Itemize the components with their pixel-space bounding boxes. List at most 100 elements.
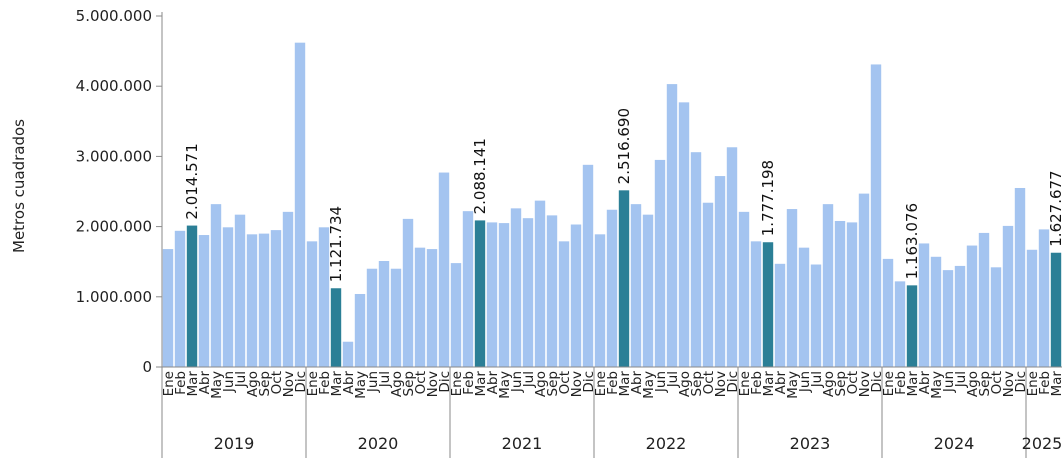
x-tick-label: Sep: [977, 371, 993, 396]
x-tick-label: Oct: [269, 371, 285, 394]
x-tick-label: Ago: [965, 371, 981, 397]
x-tick-label: Dic: [293, 371, 309, 393]
year-label: 2021: [502, 434, 543, 453]
bar: [654, 159, 666, 367]
bar: [1038, 229, 1050, 367]
x-tick-label: Jun: [941, 371, 957, 393]
x-tick-label: Mar: [473, 371, 489, 397]
bar: [786, 209, 798, 367]
x-tick-label: Nov: [713, 371, 729, 397]
x-tick-label: Ene: [449, 371, 465, 396]
x-tick-label: Feb: [605, 371, 621, 395]
bar: [774, 263, 786, 367]
bar: [510, 208, 522, 367]
x-tick-label: Mar: [761, 371, 777, 397]
x-tick-label: Abr: [917, 371, 933, 395]
bar: [222, 227, 234, 367]
bar: [582, 164, 594, 367]
x-tick-label: Jun: [365, 371, 381, 393]
x-tick-label: Jun: [509, 371, 525, 393]
x-tick-label: Sep: [257, 371, 273, 396]
bar: [690, 152, 702, 367]
bar: [642, 214, 654, 367]
x-tick-label: Sep: [689, 371, 705, 396]
bar-highlighted: [1050, 252, 1062, 367]
bar: [942, 270, 954, 367]
bar: [714, 176, 726, 367]
y-tick-label: 0: [142, 358, 152, 376]
x-tick-label: Oct: [989, 371, 1005, 394]
x-tick-label: Ago: [821, 371, 837, 397]
x-tick-label: Mar: [329, 371, 345, 397]
bar-highlighted: [474, 220, 486, 367]
bar: [198, 235, 210, 367]
bar: [546, 215, 558, 367]
bar-highlighted: [330, 288, 342, 367]
bar-highlighted: [618, 190, 630, 367]
x-tick-label: Jun: [797, 371, 813, 393]
x-tick-label: Feb: [893, 371, 909, 395]
x-tick-label: Abr: [197, 371, 213, 395]
data-label: 2.516.690: [615, 108, 633, 184]
bar: [438, 172, 450, 367]
bar: [174, 230, 186, 367]
x-tick-label: May: [641, 371, 657, 399]
y-tick-label: 1.000.000: [76, 288, 152, 306]
x-tick-label: Ago: [677, 371, 693, 397]
x-tick-label: Ene: [593, 371, 609, 396]
data-label: 1.627.677: [1047, 170, 1064, 246]
x-tick-label: Ene: [1025, 371, 1041, 396]
x-tick-label: Oct: [413, 371, 429, 394]
bar: [918, 243, 930, 367]
bar: [306, 241, 318, 367]
bar: [678, 102, 690, 367]
x-tick-label: Jul: [233, 371, 249, 388]
y-tick-label: 2.000.000: [76, 218, 152, 236]
bar: [318, 227, 330, 367]
x-tick-label: Sep: [545, 371, 561, 396]
bar: [558, 241, 570, 367]
y-tick-label: 5.000.000: [76, 7, 152, 25]
bar: [822, 204, 834, 367]
x-tick-label: Oct: [557, 371, 573, 394]
data-label: 1.777.198: [759, 160, 777, 236]
year-label: 2019: [214, 434, 255, 453]
data-label: 2.088.141: [471, 138, 489, 214]
x-tick-label: Nov: [857, 371, 873, 397]
x-tick-label: Ene: [881, 371, 897, 396]
x-tick-label: Feb: [173, 371, 189, 395]
year-label: 2022: [646, 434, 687, 453]
bar: [522, 218, 534, 367]
x-tick-label: Nov: [569, 371, 585, 397]
bar: [534, 200, 546, 367]
x-tick-label: Nov: [425, 371, 441, 397]
y-tick-label: 4.000.000: [76, 77, 152, 95]
x-tick-label: Mar: [905, 371, 921, 397]
x-tick-label: Feb: [1037, 371, 1053, 395]
bar: [834, 220, 846, 367]
x-tick-label: Mar: [185, 371, 201, 397]
bar: [798, 247, 810, 367]
bar: [990, 267, 1002, 367]
x-tick-label: Jun: [221, 371, 237, 393]
x-tick-label: Abr: [485, 371, 501, 395]
x-tick-label: Dic: [581, 371, 597, 393]
x-tick-label: Feb: [749, 371, 765, 395]
x-tick-label: Ago: [533, 371, 549, 397]
bar: [810, 264, 822, 367]
bar: [930, 256, 942, 367]
x-tick-label: Mar: [1049, 371, 1064, 397]
bar: [978, 232, 990, 367]
x-tick-label: May: [353, 371, 369, 399]
bar: [846, 222, 858, 367]
data-label: 1.163.076: [903, 203, 921, 279]
x-tick-label: May: [497, 371, 513, 399]
year-label: 2025: [1022, 434, 1063, 453]
bar: [738, 211, 750, 367]
x-tick-label: Dic: [1013, 371, 1029, 393]
x-tick-label: Abr: [773, 371, 789, 395]
x-tick-label: Ene: [737, 371, 753, 396]
bar: [666, 84, 678, 368]
bar: [378, 260, 390, 367]
x-tick-label: Jul: [953, 371, 969, 388]
